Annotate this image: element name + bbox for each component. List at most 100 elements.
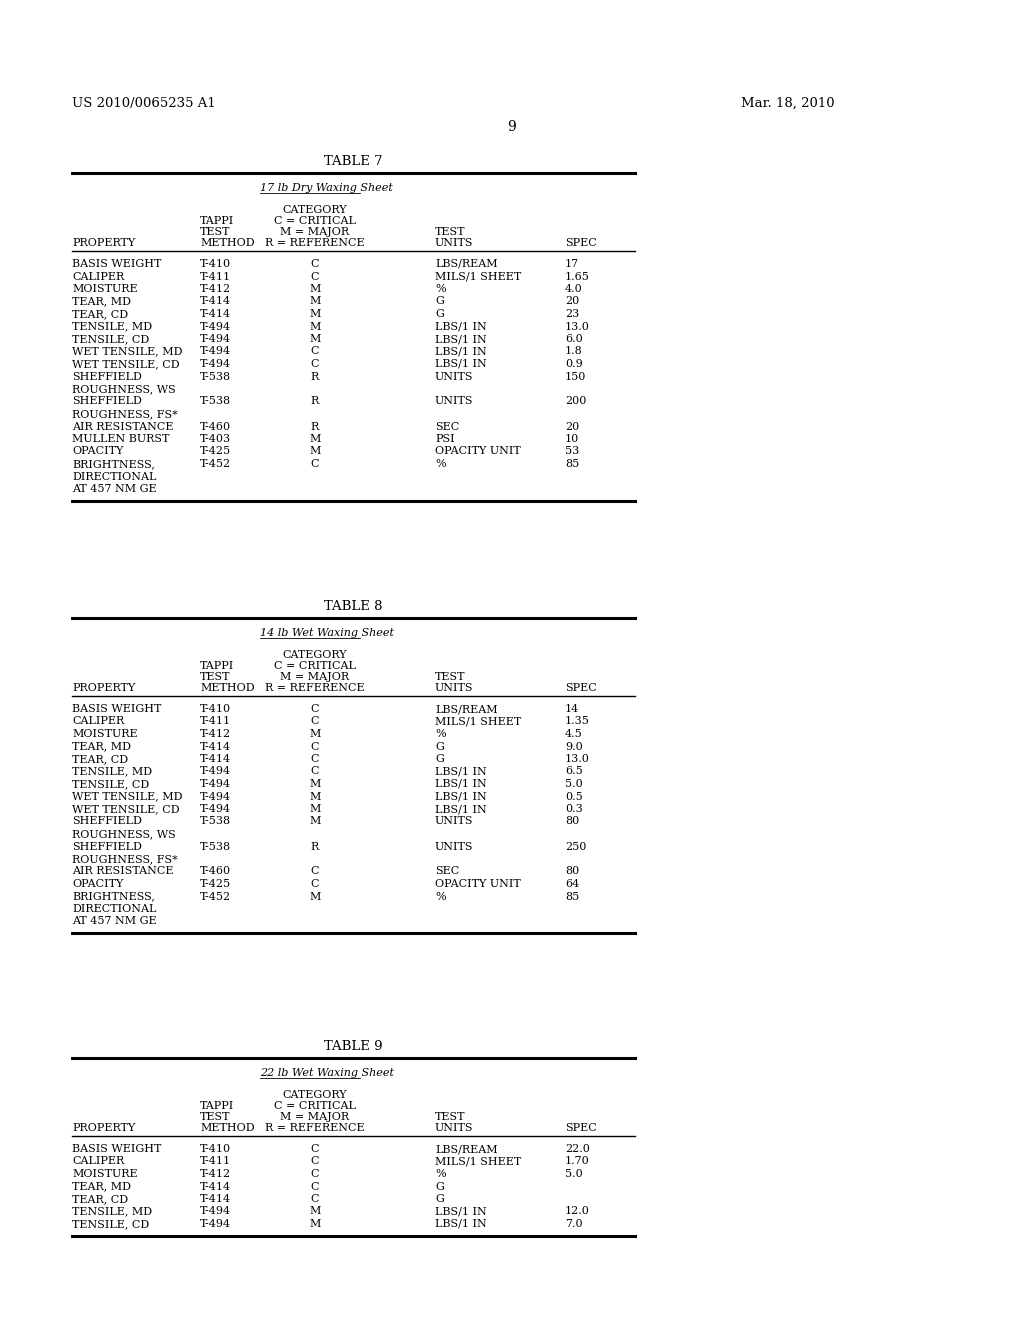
Text: G: G xyxy=(435,297,443,306)
Text: AIR RESISTANCE: AIR RESISTANCE xyxy=(72,866,173,876)
Text: MILS/1 SHEET: MILS/1 SHEET xyxy=(435,717,521,726)
Text: C: C xyxy=(310,879,319,888)
Text: OPACITY: OPACITY xyxy=(72,446,123,457)
Text: 14 lb Wet Waxing Sheet: 14 lb Wet Waxing Sheet xyxy=(260,628,394,638)
Text: T-414: T-414 xyxy=(200,742,231,751)
Text: 250: 250 xyxy=(565,842,587,851)
Text: 85: 85 xyxy=(565,891,580,902)
Text: LBS/1 IN: LBS/1 IN xyxy=(435,804,486,814)
Text: C: C xyxy=(310,1181,319,1192)
Text: TENSILE, CD: TENSILE, CD xyxy=(72,779,150,789)
Text: 5.0: 5.0 xyxy=(565,779,583,789)
Text: R = REFERENCE: R = REFERENCE xyxy=(265,682,365,693)
Text: M: M xyxy=(309,792,321,801)
Text: TEAR, MD: TEAR, MD xyxy=(72,1181,131,1192)
Text: 9: 9 xyxy=(508,120,516,135)
Text: 80: 80 xyxy=(565,866,580,876)
Text: 22.0: 22.0 xyxy=(565,1144,590,1154)
Text: T-410: T-410 xyxy=(200,259,231,269)
Text: UNITS: UNITS xyxy=(435,371,473,381)
Text: CATEGORY: CATEGORY xyxy=(283,1090,347,1100)
Text: M: M xyxy=(309,1206,321,1217)
Text: R: R xyxy=(311,371,319,381)
Text: M: M xyxy=(309,284,321,294)
Text: PROPERTY: PROPERTY xyxy=(72,1123,135,1133)
Text: T-412: T-412 xyxy=(200,1170,231,1179)
Text: C: C xyxy=(310,459,319,469)
Text: 9.0: 9.0 xyxy=(565,742,583,751)
Text: C: C xyxy=(310,717,319,726)
Text: DIRECTIONAL: DIRECTIONAL xyxy=(72,904,157,913)
Text: 20: 20 xyxy=(565,297,580,306)
Text: BASIS WEIGHT: BASIS WEIGHT xyxy=(72,704,162,714)
Text: UNITS: UNITS xyxy=(435,396,473,407)
Text: UNITS: UNITS xyxy=(435,682,473,693)
Text: LBS/REAM: LBS/REAM xyxy=(435,1144,498,1154)
Text: M: M xyxy=(309,891,321,902)
Text: TEST: TEST xyxy=(435,672,466,682)
Text: T-411: T-411 xyxy=(200,272,231,281)
Text: C = CRITICAL: C = CRITICAL xyxy=(274,1101,356,1111)
Text: 6.0: 6.0 xyxy=(565,334,583,345)
Text: LBS/1 IN: LBS/1 IN xyxy=(435,322,486,331)
Text: TEST: TEST xyxy=(200,1111,230,1122)
Text: PROPERTY: PROPERTY xyxy=(72,682,135,693)
Text: 10: 10 xyxy=(565,434,580,444)
Text: TABLE 7: TABLE 7 xyxy=(324,154,382,168)
Text: %: % xyxy=(435,729,445,739)
Text: UNITS: UNITS xyxy=(435,817,473,826)
Text: T-494: T-494 xyxy=(200,1206,231,1217)
Text: PSI: PSI xyxy=(435,434,455,444)
Text: M: M xyxy=(309,1218,321,1229)
Text: C: C xyxy=(310,259,319,269)
Text: 0.3: 0.3 xyxy=(565,804,583,814)
Text: R = REFERENCE: R = REFERENCE xyxy=(265,1123,365,1133)
Text: 17 lb Dry Waxing Sheet: 17 lb Dry Waxing Sheet xyxy=(260,183,393,193)
Text: G: G xyxy=(435,754,443,764)
Text: MOISTURE: MOISTURE xyxy=(72,1170,137,1179)
Text: CATEGORY: CATEGORY xyxy=(283,205,347,215)
Text: C = CRITICAL: C = CRITICAL xyxy=(274,661,356,671)
Text: LBS/REAM: LBS/REAM xyxy=(435,259,498,269)
Text: M: M xyxy=(309,779,321,789)
Text: UNITS: UNITS xyxy=(435,1123,473,1133)
Text: WET TENSILE, MD: WET TENSILE, MD xyxy=(72,792,182,801)
Text: AT 457 NM GE: AT 457 NM GE xyxy=(72,916,157,927)
Text: BRIGHTNESS,: BRIGHTNESS, xyxy=(72,891,155,902)
Text: TEAR, CD: TEAR, CD xyxy=(72,309,128,319)
Text: M = MAJOR: M = MAJOR xyxy=(281,672,349,682)
Text: T-414: T-414 xyxy=(200,754,231,764)
Text: M: M xyxy=(309,446,321,457)
Text: SPEC: SPEC xyxy=(565,682,597,693)
Text: C: C xyxy=(310,1156,319,1167)
Text: M: M xyxy=(309,729,321,739)
Text: M: M xyxy=(309,322,321,331)
Text: 80: 80 xyxy=(565,817,580,826)
Text: CALIPER: CALIPER xyxy=(72,1156,124,1167)
Text: SHEFFIELD: SHEFFIELD xyxy=(72,817,142,826)
Text: 6.5: 6.5 xyxy=(565,767,583,776)
Text: LBS/1 IN: LBS/1 IN xyxy=(435,346,486,356)
Text: CATEGORY: CATEGORY xyxy=(283,649,347,660)
Text: T-494: T-494 xyxy=(200,359,231,370)
Text: G: G xyxy=(435,1181,443,1192)
Text: ROUGHNESS, FS*: ROUGHNESS, FS* xyxy=(72,409,178,418)
Text: T-494: T-494 xyxy=(200,1218,231,1229)
Text: 53: 53 xyxy=(565,446,580,457)
Text: TEAR, CD: TEAR, CD xyxy=(72,754,128,764)
Text: TABLE 8: TABLE 8 xyxy=(324,601,382,612)
Text: TENSILE, MD: TENSILE, MD xyxy=(72,767,153,776)
Text: LBS/1 IN: LBS/1 IN xyxy=(435,792,486,801)
Text: TEAR, CD: TEAR, CD xyxy=(72,1195,128,1204)
Text: M = MAJOR: M = MAJOR xyxy=(281,1111,349,1122)
Text: LBS/REAM: LBS/REAM xyxy=(435,704,498,714)
Text: TENSILE, MD: TENSILE, MD xyxy=(72,1206,153,1217)
Text: MOISTURE: MOISTURE xyxy=(72,284,137,294)
Text: T-538: T-538 xyxy=(200,396,231,407)
Text: T-452: T-452 xyxy=(200,891,231,902)
Text: OPACITY UNIT: OPACITY UNIT xyxy=(435,879,521,888)
Text: T-538: T-538 xyxy=(200,842,231,851)
Text: T-411: T-411 xyxy=(200,717,231,726)
Text: R: R xyxy=(311,396,319,407)
Text: METHOD: METHOD xyxy=(200,1123,255,1133)
